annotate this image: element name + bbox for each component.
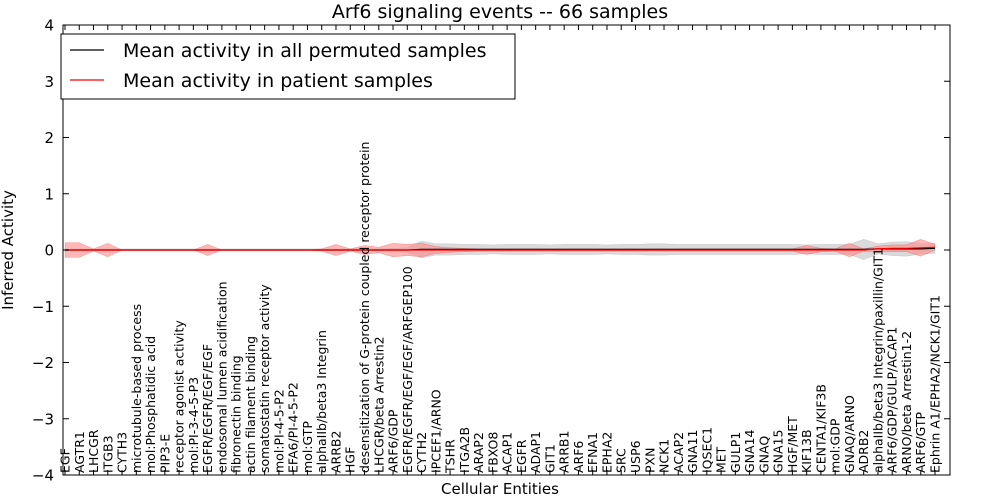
x-tick-label: mol:PI-4-5-P2 — [271, 389, 286, 473]
y-tick-label: 2 — [44, 129, 54, 147]
y-tick-label: −3 — [32, 410, 54, 428]
x-tick-label: endosomal lumen acidification — [214, 281, 229, 473]
x-tick-label: Ephrin A1/EPHA2/NCK1/GIT1 — [928, 295, 943, 473]
x-tick-label: ADAP1 — [528, 431, 543, 473]
x-tick-label: LHCGR — [86, 429, 101, 473]
x-tick-label: CYTH2 — [414, 432, 429, 473]
x-tick-label: ITGB3 — [100, 435, 115, 473]
plot-frame — [62, 24, 951, 476]
x-tick-label: fibronectin binding — [229, 355, 244, 473]
x-tick-label: ADRB2 — [856, 430, 871, 473]
x-tick-label: microtubule-based process — [129, 304, 144, 473]
x-tick-label: ARF6/GTP — [913, 412, 928, 473]
x-tick-label: TSHR — [443, 439, 458, 474]
x-tick-label: CENTA1/KIF3B — [813, 384, 828, 473]
legend-patient-label: Mean activity in patient samples — [123, 70, 433, 92]
x-tick-label: ARAP2 — [471, 432, 486, 473]
legend-permuted-label: Mean activity in all permuted samples — [123, 40, 486, 62]
x-tick-label: receptor agonist activity — [172, 320, 187, 473]
x-tick-label: PXN — [642, 448, 657, 473]
y-tick-label: 1 — [44, 185, 54, 203]
x-tick-label: GNAQ/ARNO — [842, 395, 857, 473]
legend: Mean activity in all permuted samples Me… — [60, 33, 516, 100]
x-tick-label: EPHA2 — [600, 432, 615, 473]
x-tick-label: PIP3-E — [157, 434, 172, 473]
x-tick-label: ARF6/GDP/GULP/ACAP1 — [885, 327, 900, 473]
x-tick-label: IQSEC1 — [699, 427, 714, 473]
x-tick-label: ACAP1 — [500, 432, 515, 473]
x-tick-label: GNA14 — [742, 429, 757, 473]
x-tick-label: HGF — [343, 447, 358, 473]
x-tick-label: ARF6/GDP — [386, 409, 401, 473]
x-tick-label: ITGA2B — [457, 427, 472, 473]
patient-line — [65, 246, 936, 251]
x-tick-label: CYTH3 — [115, 432, 130, 473]
x-tick-label: NCK1 — [657, 439, 672, 473]
x-tick-label: GNA15 — [771, 430, 786, 474]
y-axis-ticks: −4 −3 −2 −1 0 1 2 3 4 — [32, 17, 950, 485]
x-tick-label: ACAP2 — [671, 432, 686, 473]
x-tick-label: ARRB2 — [329, 431, 344, 473]
x-tick-label: USP6 — [628, 440, 643, 473]
x-tick-label: FBXO8 — [485, 432, 500, 473]
activity-lines — [65, 246, 936, 251]
x-tick-label: ARF6 — [571, 441, 586, 473]
x-tick-label: alphaIIb/beta3 Integrin — [314, 330, 329, 473]
y-axis-label: Inferred Activity — [0, 190, 17, 310]
x-tick-label: LHCGR/beta Arrestin2 — [371, 336, 386, 473]
y-tick-label: 4 — [44, 17, 54, 35]
x-axis-ticks — [64, 25, 936, 475]
y-tick-label: 3 — [44, 73, 54, 91]
x-tick-label: AGTR1 — [72, 431, 87, 473]
x-tick-label: IPCEF1/ARNO — [428, 389, 443, 473]
x-axis-label: Cellular Entities — [441, 480, 559, 498]
x-tick-label: ARNO/beta Arrestin1-2 — [899, 331, 914, 473]
x-tick-label: ARRB1 — [557, 431, 572, 473]
x-tick-label: mol:GDP — [828, 418, 843, 473]
y-tick-label: −2 — [32, 354, 54, 372]
x-tick-label: KIF13B — [799, 429, 814, 473]
x-tick-label: SRC — [614, 448, 629, 473]
x-tick-label: somatostatin receptor activity — [257, 284, 272, 473]
x-tick-label: desensitization of G-protein coupled rec… — [357, 142, 372, 473]
x-axis-tick-labels: EGF AGTR1 LHCGR ITGB3 CYTH3 microtubule-based… — [58, 142, 943, 474]
x-tick-label: EGFR — [514, 439, 529, 473]
x-tick-label: mol:GTP — [300, 421, 315, 473]
x-tick-label: HGF/MET — [785, 416, 800, 473]
patient-band — [64, 239, 936, 258]
x-tick-label: EGF — [58, 448, 73, 473]
y-tick-label: 0 — [44, 242, 54, 260]
x-tick-label: EFA6/PI-4-5-P2 — [286, 382, 301, 473]
x-tick-label: GIT1 — [542, 444, 557, 473]
x-tick-label: EGFR/EGFR/EGF/EGF — [200, 344, 215, 473]
chart-title: Arf6 signaling events -- 66 samples — [332, 1, 668, 23]
x-tick-label: GULP1 — [728, 432, 743, 473]
x-tick-label: GNA11 — [685, 430, 700, 474]
x-tick-label: mol:Phosphatidic acid — [143, 336, 158, 473]
y-tick-label: −1 — [32, 298, 54, 316]
y-tick-label: −4 — [32, 467, 54, 485]
legend-box — [60, 33, 516, 100]
x-tick-label: alphaIIb/beta3 Integrin/paxillin/GIT1 — [871, 248, 886, 473]
x-tick-label: MET — [714, 446, 729, 473]
x-tick-label: EGFR/EGFR/EGF/EGF/ARFGEP100 — [400, 266, 415, 473]
x-tick-label: mol:PI-3-4-5-P3 — [186, 377, 201, 473]
x-tick-label: GNAQ — [756, 436, 771, 473]
x-tick-label: actin filament binding — [243, 336, 258, 473]
x-tick-label: EFNA1 — [585, 432, 600, 473]
